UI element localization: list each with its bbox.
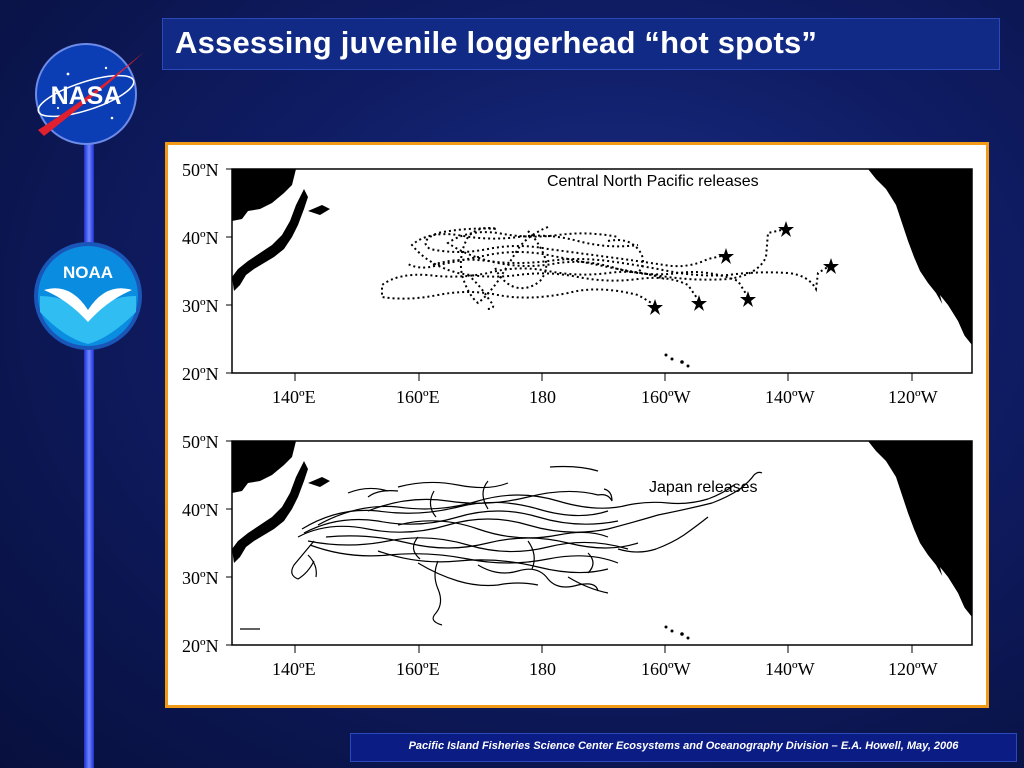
map-top-lon-120w: 120ºW <box>888 387 938 407</box>
noaa-logo-text: NOAA <box>63 263 113 282</box>
map-top-lon-160w: 160ºW <box>641 387 691 407</box>
footer-credit-box: Pacific Island Fisheries Science Center … <box>350 733 1017 762</box>
map-top-release-label: Central North Pacific releases <box>547 173 759 190</box>
north-america <box>868 169 972 345</box>
map-top-lon-140w: 140ºW <box>765 387 815 407</box>
noaa-logo: NOAA <box>34 242 142 350</box>
map-bottom-lat-20: 20ºN <box>182 636 219 656</box>
nasa-logo-text: NASA <box>51 82 122 110</box>
map-bottom-lon-160e: 160ºE <box>396 659 440 679</box>
vertical-accent-bar <box>84 130 94 768</box>
map-bottom-lon-120w: 120ºW <box>888 659 938 679</box>
map-bottom-lon-180: 180 <box>529 659 556 679</box>
footer-credit: Pacific Island Fisheries Science Center … <box>408 740 959 752</box>
map-top-lat-20: 20ºN <box>182 364 219 384</box>
map-bottom <box>226 440 973 653</box>
japan-islands <box>232 189 308 291</box>
map-bottom-lat-40: 40ºN <box>182 500 219 520</box>
map-top-lat-30: 30ºN <box>182 296 219 316</box>
map-bottom-lon-160w: 160ºW <box>641 659 691 679</box>
map-bottom-lat-30: 30ºN <box>182 568 219 588</box>
map-top-lon-180: 180 <box>529 387 556 407</box>
asia-landmass <box>232 169 296 221</box>
map-bottom-release-label: Japan releases <box>649 479 758 496</box>
map-bottom-lon-140e: 140ºE <box>272 659 316 679</box>
central-pacific-tracks <box>381 226 832 310</box>
map-top-lon-160e: 160ºE <box>396 387 440 407</box>
map-top-lat-40: 40ºN <box>182 228 219 248</box>
nasa-logo: NASA <box>35 43 144 145</box>
map-bottom-lon-140w: 140ºW <box>765 659 815 679</box>
map-top-lon-140e: 140ºE <box>272 387 316 407</box>
tracking-maps <box>226 168 973 653</box>
slide-title: Assessing juvenile loggerhead “hot spots… <box>175 25 818 60</box>
japan-release-tracks <box>291 465 763 626</box>
map-top <box>226 168 973 381</box>
map-bottom-lat-50: 50ºN <box>182 432 219 452</box>
map-top-lat-50: 50ºN <box>182 160 219 180</box>
release-stars <box>647 221 839 315</box>
maps-panel: Central North Pacific releases 50ºN 40ºN… <box>165 142 989 708</box>
slide-title-box: Assessing juvenile loggerhead “hot spots… <box>162 18 1000 70</box>
